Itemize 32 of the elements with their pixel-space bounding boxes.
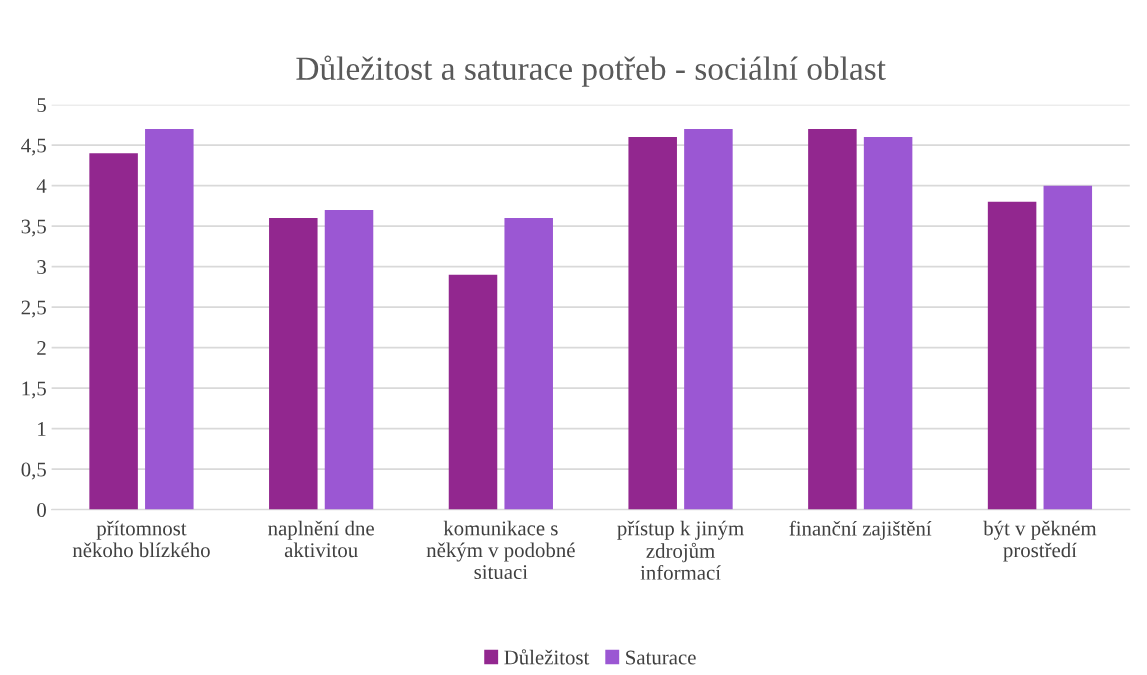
- bar: [1043, 185, 1093, 510]
- y-tick-label: 2,5: [21, 300, 46, 318]
- y-tick-label: 1: [38, 422, 46, 436]
- chart-title: Důležitost a saturace potřeb - sociální oblast: [296, 55, 886, 87]
- y-tick-label: 2: [37, 341, 46, 355]
- y-tick-label: 0: [37, 503, 46, 518]
- bar: [808, 128, 857, 510]
- x-tick-label: být v pěkném prostředí: [983, 520, 1097, 562]
- y-tick-label: 3,5: [21, 219, 46, 237]
- bar: [448, 274, 498, 510]
- x-tick-label: přístup k jiným zdrojům informací: [617, 520, 744, 580]
- bar: [89, 153, 138, 510]
- x-tick-label: finanční zajištění: [789, 520, 932, 540]
- bar: [504, 218, 553, 510]
- legend-label: Důležitost: [504, 649, 590, 665]
- bar: [863, 137, 913, 510]
- y-tick-label: 4,5: [21, 138, 46, 156]
- bar: [269, 218, 318, 510]
- x-tick-label: naplnění dne aktivitou: [268, 520, 374, 558]
- x-tick-label: přítomnost někoho blízkého: [72, 520, 210, 558]
- x-tick-label: komunikace s někým v podobné situaci: [426, 520, 575, 580]
- bar: [324, 209, 374, 510]
- legend-label: Saturace: [626, 650, 696, 665]
- bar: [628, 137, 677, 510]
- y-tick-label: 0,5: [21, 462, 46, 480]
- y-tick-label: 3: [37, 260, 46, 275]
- bar: [987, 201, 1037, 510]
- y-tick-label: 4: [36, 179, 47, 193]
- y-tick-label: 5: [37, 98, 46, 113]
- y-tick-label: 1,5: [22, 381, 46, 399]
- bar: [684, 128, 733, 510]
- bar: [145, 128, 194, 510]
